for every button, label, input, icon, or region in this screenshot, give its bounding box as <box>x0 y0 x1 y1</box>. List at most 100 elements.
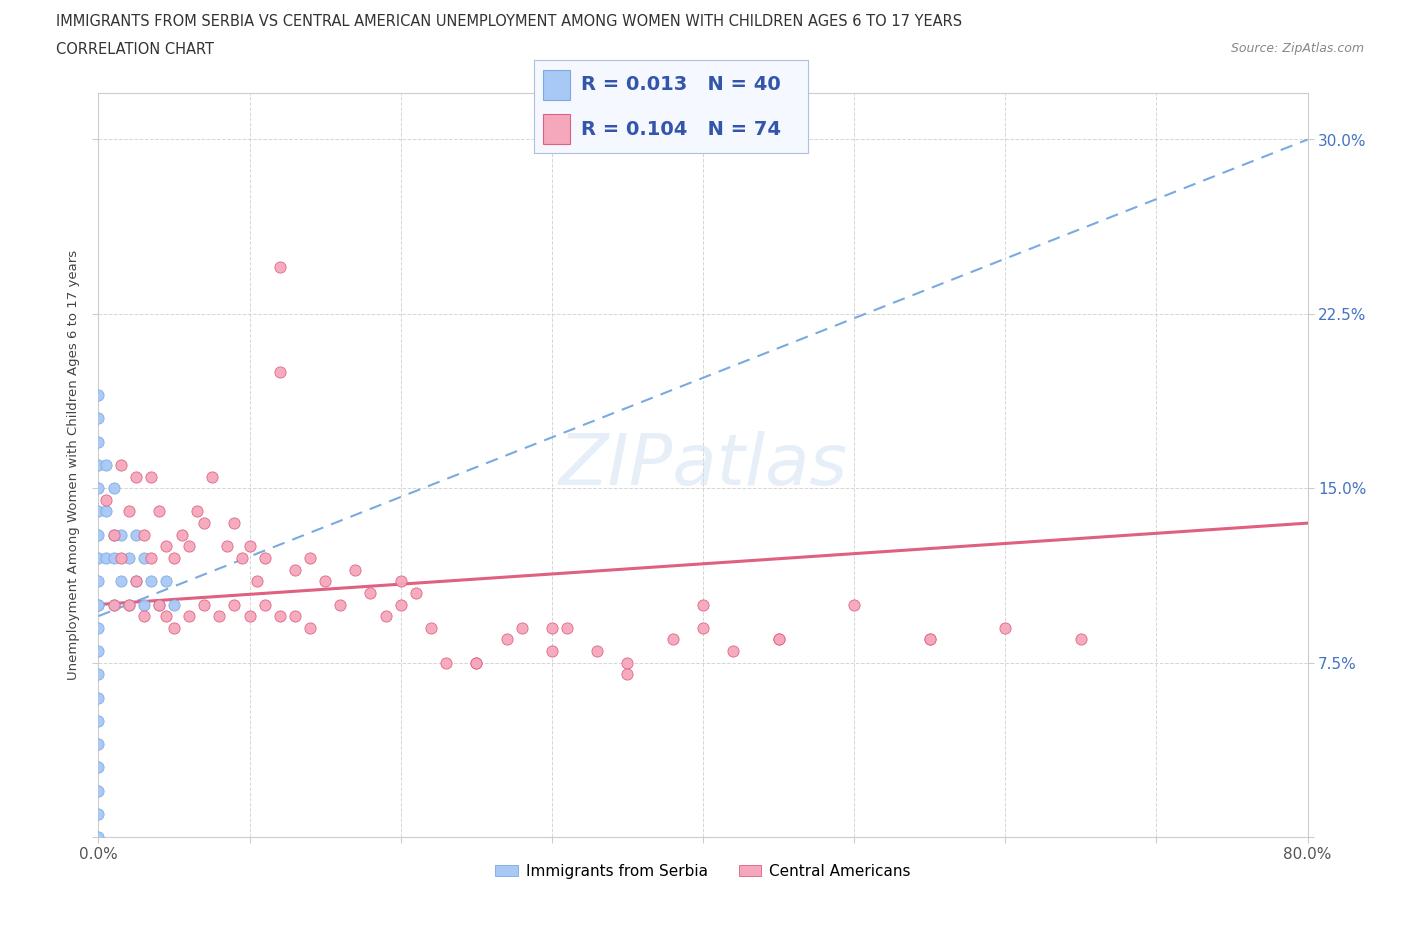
Point <box>918 632 941 647</box>
Point <box>465 656 488 671</box>
Point <box>215 539 238 554</box>
Bar <box>543 70 569 100</box>
Point <box>103 597 125 612</box>
Point <box>284 609 307 624</box>
Point <box>540 620 562 635</box>
Point <box>132 609 155 624</box>
Point <box>87 527 110 542</box>
Point <box>269 609 291 624</box>
Point <box>208 609 231 624</box>
Point <box>118 597 141 612</box>
Point <box>193 515 215 530</box>
Point <box>170 527 193 542</box>
Point <box>284 562 307 577</box>
Point <box>148 597 170 612</box>
Point <box>132 527 155 542</box>
Point <box>125 469 148 484</box>
Point <box>239 539 262 554</box>
Point <box>994 620 1017 635</box>
Point <box>163 620 186 635</box>
Point <box>87 760 110 775</box>
Text: Source: ZipAtlas.com: Source: ZipAtlas.com <box>1230 42 1364 55</box>
Text: IMMIGRANTS FROM SERBIA VS CENTRAL AMERICAN UNEMPLOYMENT AMONG WOMEN WITH CHILDRE: IMMIGRANTS FROM SERBIA VS CENTRAL AMERIC… <box>56 14 962 29</box>
Point <box>87 458 110 472</box>
Point <box>193 597 215 612</box>
Point <box>87 388 110 403</box>
Point <box>723 644 745 658</box>
Point <box>299 551 322 565</box>
Point <box>87 713 110 728</box>
Point <box>94 504 117 519</box>
Point <box>344 562 367 577</box>
Point <box>103 551 125 565</box>
Point <box>141 574 163 589</box>
Point <box>374 609 396 624</box>
Point <box>103 597 125 612</box>
Point <box>661 632 683 647</box>
Point <box>269 365 291 379</box>
Point <box>87 620 110 635</box>
Point <box>269 259 291 275</box>
Legend: Immigrants from Serbia, Central Americans: Immigrants from Serbia, Central American… <box>489 858 917 885</box>
Point <box>87 690 110 705</box>
Point <box>692 620 714 635</box>
Point <box>155 609 177 624</box>
Point <box>118 551 141 565</box>
Point <box>186 504 208 519</box>
Point <box>163 551 186 565</box>
Point <box>163 597 186 612</box>
Point <box>87 597 110 612</box>
Point <box>495 632 517 647</box>
Point <box>87 504 110 519</box>
Point <box>540 644 562 658</box>
Point <box>87 644 110 658</box>
Point <box>389 574 412 589</box>
Y-axis label: Unemployment Among Women with Children Ages 6 to 17 years: Unemployment Among Women with Children A… <box>66 250 80 680</box>
Point <box>314 574 336 589</box>
Point <box>1070 632 1092 647</box>
Point <box>616 656 638 671</box>
Point <box>389 597 412 612</box>
Point <box>87 411 110 426</box>
Text: R = 0.013   N = 40: R = 0.013 N = 40 <box>581 75 780 94</box>
Point <box>768 632 790 647</box>
Point <box>141 469 163 484</box>
Point <box>329 597 352 612</box>
Point <box>125 574 148 589</box>
Point <box>118 597 141 612</box>
Point <box>586 644 609 658</box>
Point <box>179 539 201 554</box>
Text: ZIP​atlas: ZIP​atlas <box>558 431 848 499</box>
Point <box>420 620 443 635</box>
Point <box>87 574 110 589</box>
Point <box>87 806 110 821</box>
Bar <box>543 114 569 144</box>
Point <box>125 574 148 589</box>
Point <box>148 597 170 612</box>
Point <box>87 737 110 751</box>
Point <box>94 551 117 565</box>
Point <box>844 597 866 612</box>
Point <box>360 586 382 601</box>
Point <box>132 551 155 565</box>
Point <box>141 551 163 565</box>
Point <box>87 667 110 682</box>
Point <box>231 551 253 565</box>
Point <box>132 597 155 612</box>
Point <box>239 609 262 624</box>
Point <box>87 830 110 844</box>
Point <box>110 574 132 589</box>
Point <box>103 527 125 542</box>
Point <box>555 620 578 635</box>
Point <box>103 527 125 542</box>
Point <box>94 458 117 472</box>
Point <box>201 469 224 484</box>
Point <box>87 783 110 798</box>
Point <box>253 551 276 565</box>
Point <box>118 504 141 519</box>
Text: CORRELATION CHART: CORRELATION CHART <box>56 42 214 57</box>
Point <box>179 609 201 624</box>
Point <box>87 434 110 449</box>
Point <box>224 597 246 612</box>
Point <box>768 632 790 647</box>
